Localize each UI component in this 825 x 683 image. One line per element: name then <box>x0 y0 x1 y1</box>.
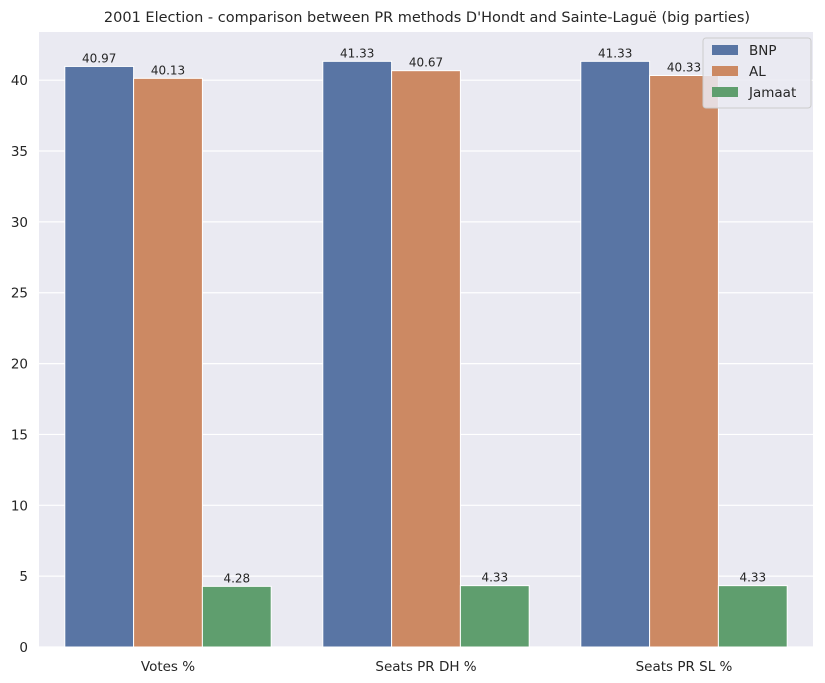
bar-bnp[interactable] <box>580 60 651 648</box>
data-label: 4.33 <box>481 571 508 585</box>
data-label: 4.28 <box>223 571 250 585</box>
data-label: 40.33 <box>667 61 701 75</box>
x-tick-label: Seats PR SL % <box>636 659 733 675</box>
y-tick-label: 35 <box>11 144 28 160</box>
data-labels: 40.97 40.13 4.28 41.33 40.67 4.33 41.33 40.33 4.… <box>82 46 766 585</box>
legend[interactable]: BNP AL Jamaat <box>702 37 812 109</box>
data-label: 41.33 <box>340 46 374 60</box>
bar-bnp[interactable] <box>64 65 135 648</box>
y-tick-label: 10 <box>11 498 28 514</box>
bar-jamaat[interactable] <box>201 585 272 648</box>
legend-label[interactable]: BNP <box>749 43 777 59</box>
data-label: 4.33 <box>739 571 766 585</box>
legend-swatch-jamaat[interactable] <box>712 87 738 97</box>
bar-al[interactable] <box>649 75 719 648</box>
x-tick-label: Seats PR DH % <box>375 659 476 675</box>
data-label: 40.13 <box>151 63 185 77</box>
bar-al[interactable] <box>391 70 461 648</box>
data-label: 40.97 <box>82 51 116 65</box>
y-tick-label: 40 <box>11 73 28 89</box>
y-tick-label: 30 <box>11 215 28 231</box>
data-label: 40.67 <box>409 56 443 70</box>
y-tick-label: 20 <box>11 357 28 373</box>
bars <box>64 60 788 648</box>
x-tick-label: Votes % <box>141 659 195 675</box>
y-tick-label: 25 <box>11 286 28 302</box>
legend-swatch-bnp[interactable] <box>712 45 738 55</box>
legend-label[interactable]: AL <box>749 64 766 80</box>
bar-jamaat[interactable] <box>717 585 788 648</box>
bar-al[interactable] <box>133 77 203 648</box>
y-tick-label: 5 <box>19 569 28 585</box>
data-label: 41.33 <box>598 46 632 60</box>
bar-bnp[interactable] <box>322 60 393 648</box>
y-axis: 0 5 10 15 20 25 30 35 40 <box>11 73 28 656</box>
bar-jamaat[interactable] <box>459 585 530 648</box>
y-tick-label: 0 <box>19 640 28 656</box>
legend-swatch-al[interactable] <box>712 66 738 76</box>
y-tick-label: 15 <box>11 427 28 443</box>
x-axis: Votes % Seats PR DH % Seats PR SL % <box>141 659 733 675</box>
chart-title: 2001 Election - comparison between PR me… <box>104 10 750 26</box>
legend-label[interactable]: Jamaat <box>748 85 796 101</box>
